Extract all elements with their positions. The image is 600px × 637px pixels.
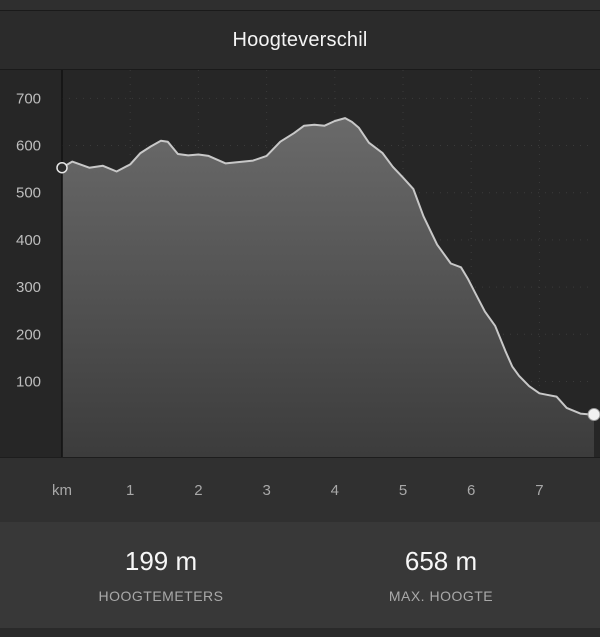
x-tick-label: 4 xyxy=(330,482,339,499)
elevation-area xyxy=(62,118,594,457)
y-tick-label: 300 xyxy=(16,279,41,296)
marker-layer xyxy=(56,161,600,422)
y-tick-label: 700 xyxy=(16,90,41,107)
y-tick-label: 600 xyxy=(16,138,41,155)
top-bar xyxy=(0,0,600,11)
x-tick-label: 6 xyxy=(467,482,476,499)
area-layer xyxy=(61,117,594,457)
page-title: Hoogteverschil xyxy=(232,28,368,51)
stat-label: HOOGTEMETERS xyxy=(98,588,224,604)
end-marker xyxy=(587,408,600,422)
stat-value: 658 m xyxy=(404,546,478,576)
x-tick-label: 3 xyxy=(262,482,271,499)
y-tick-label: 100 xyxy=(16,373,41,390)
bottom-bar xyxy=(0,628,600,637)
x-tick-label: 5 xyxy=(398,482,408,499)
x-tick-label: 7 xyxy=(535,482,544,499)
y-tick-label: 500 xyxy=(16,185,41,202)
elevation-line xyxy=(61,117,594,416)
elevation-chart: 700 600 500 400 300 200 100 xyxy=(0,70,600,457)
stat-label: MAX. HOOGTE xyxy=(388,588,494,604)
y-tick-labels: 700 600 500 400 300 200 100 xyxy=(16,90,41,390)
start-marker xyxy=(56,161,68,174)
x-axis-bar: km 1 2 3 4 5 6 7 xyxy=(0,457,600,523)
x-tick-label: 2 xyxy=(194,482,203,499)
x-axis-unit-label: km xyxy=(52,482,72,499)
header: Hoogteverschil xyxy=(0,11,600,70)
stats-panel: 199 m HOOGTEMETERS 658 m MAX. HOOGTE xyxy=(0,522,600,628)
x-tick-label: 1 xyxy=(126,482,135,499)
y-tick-label: 400 xyxy=(16,232,41,249)
elevation-chart-svg: 700 600 500 400 300 200 100 xyxy=(16,70,600,457)
y-tick-label: 200 xyxy=(16,326,41,343)
stat-value: 199 m xyxy=(124,546,198,576)
